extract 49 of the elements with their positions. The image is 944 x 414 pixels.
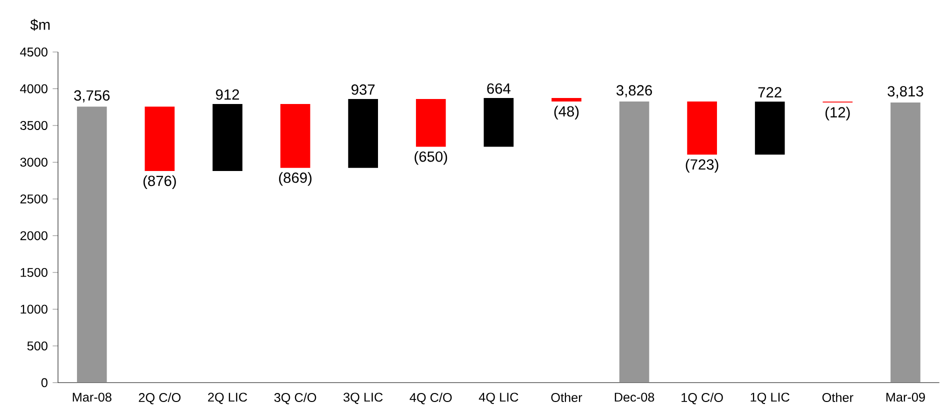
y-tick-label: 1000: [20, 304, 48, 314]
x-tick-label: Other: [551, 392, 582, 402]
data-label: (650): [414, 151, 448, 165]
x-tick-label: Dec-08: [614, 392, 654, 402]
x-tick-label: 1Q LIC: [750, 392, 790, 404]
y-tick-label: 0: [41, 378, 48, 388]
bar: [552, 98, 582, 102]
bar: [619, 102, 650, 383]
y-tick-label: 500: [27, 341, 48, 350]
y-tick-label: 1500: [20, 268, 48, 277]
y-tick-label: 4500: [20, 48, 48, 56]
data-label: (869): [279, 172, 312, 186]
y-tick-label: 2500: [20, 194, 48, 204]
data-label: (48): [554, 106, 579, 120]
bar: [890, 102, 920, 383]
data-label: 912: [216, 89, 239, 100]
x-tick-label: 3Q LIC: [344, 392, 383, 404]
y-tick-label: 4000: [20, 84, 48, 94]
bar: [280, 104, 310, 168]
data-label: 937: [352, 84, 375, 95]
bar: [348, 99, 378, 168]
data-label: (12): [826, 106, 850, 120]
y-tick-label: 2000: [20, 231, 48, 240]
data-label: 3,826: [616, 85, 652, 98]
data-label: 722: [758, 87, 782, 98]
bar: [416, 99, 446, 147]
x-tick-label: 2Q C/O: [138, 392, 181, 404]
bar: [484, 98, 514, 147]
data-label: (723): [686, 158, 718, 173]
data-label: 664: [487, 83, 510, 94]
x-tick-label: 2Q LIC: [208, 392, 248, 404]
bar: [754, 102, 785, 155]
data-label: 3,756: [74, 90, 110, 102]
y-tick-label: 3500: [20, 121, 48, 130]
data-label: 3,813: [888, 86, 924, 98]
x-tick-label: Mar-08: [72, 392, 112, 402]
bar: [687, 102, 717, 155]
bar: [212, 104, 242, 172]
x-tick-label: Other: [822, 392, 854, 402]
x-tick-label: Mar-09: [886, 392, 925, 402]
data-label: (876): [143, 175, 176, 189]
x-tick-label: 4Q C/O: [410, 392, 452, 404]
y-axis-title: $m: [30, 18, 50, 31]
x-tick-label: 1Q C/O: [682, 392, 723, 404]
bar: [144, 106, 175, 172]
x-tick-label: 3Q C/O: [274, 392, 316, 404]
x-tick-label: 4Q LIC: [478, 392, 518, 404]
y-tick-label: 3000: [20, 158, 48, 167]
bar: [76, 106, 107, 383]
